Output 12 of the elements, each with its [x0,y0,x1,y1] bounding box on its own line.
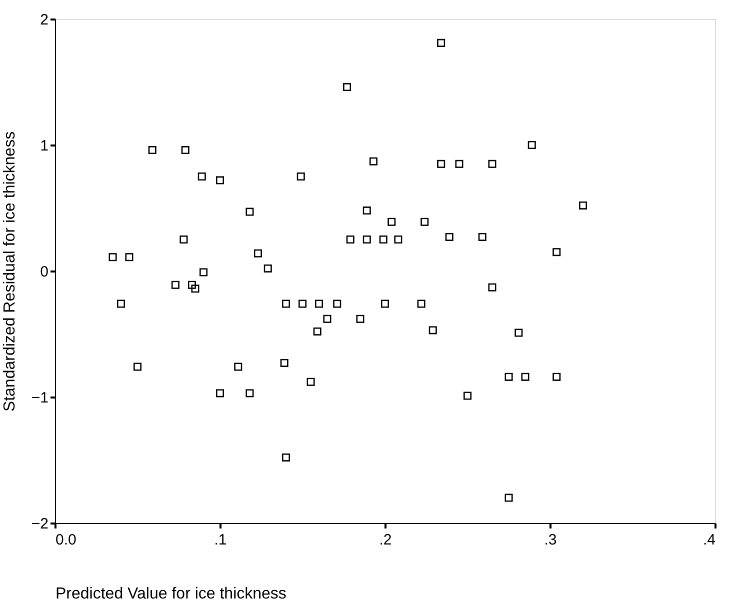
x-tick-label: .3 [544,532,557,548]
x-tick-label: .4 [702,532,716,548]
y-tick-label: 1 [40,138,48,154]
y-axis-title: Standardized Residual for ice thickness [1,131,18,412]
x-axis-title: Predicted Value for ice thickness [56,586,286,602]
y-tick-label: −1 [31,390,48,406]
y-tick-label: −2 [31,516,48,532]
y-tick-label: 0 [40,264,48,280]
x-tick-label: .1 [214,532,227,548]
y-tick-label: 2 [40,12,48,28]
x-tick-label: 0.0 [56,532,76,548]
x-tick-label: .2 [379,532,392,548]
